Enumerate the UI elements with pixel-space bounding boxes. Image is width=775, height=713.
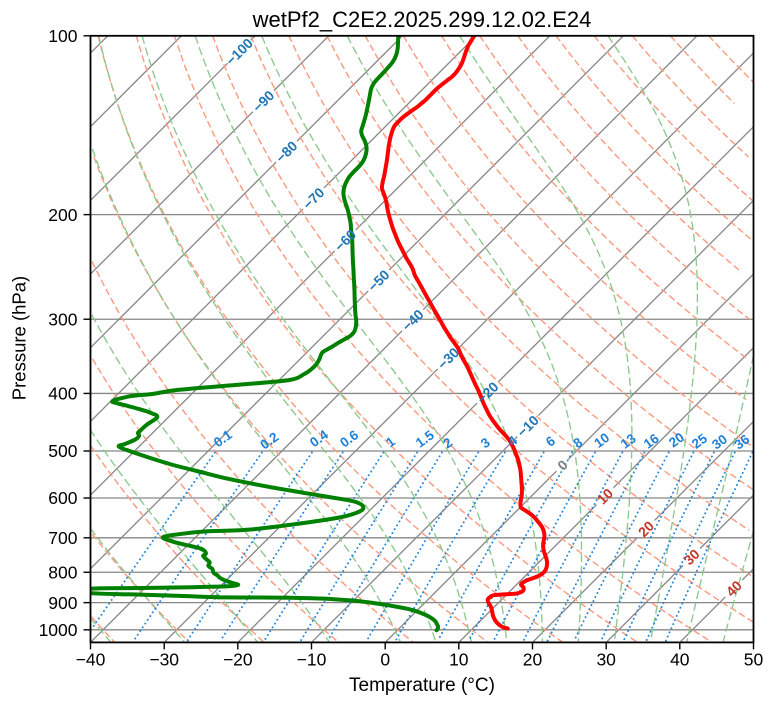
svg-text:wetPf2_C2E2.2025.299.12.02.E24: wetPf2_C2E2.2025.299.12.02.E24 xyxy=(252,7,592,32)
svg-text:200: 200 xyxy=(48,205,77,225)
svg-text:600: 600 xyxy=(48,488,77,508)
svg-text:−10: −10 xyxy=(297,650,327,670)
svg-text:800: 800 xyxy=(48,562,77,582)
svg-text:0: 0 xyxy=(380,650,390,670)
svg-text:50: 50 xyxy=(744,650,764,670)
svg-text:400: 400 xyxy=(48,384,77,404)
svg-text:40: 40 xyxy=(670,650,690,670)
svg-text:10: 10 xyxy=(449,650,469,670)
svg-text:Temperature (°C): Temperature (°C) xyxy=(349,675,495,696)
svg-text:100: 100 xyxy=(48,26,77,46)
svg-text:300: 300 xyxy=(48,309,77,329)
svg-text:30: 30 xyxy=(596,650,616,670)
svg-text:900: 900 xyxy=(48,593,77,613)
svg-text:−40: −40 xyxy=(76,650,106,670)
svg-text:1000: 1000 xyxy=(39,620,78,640)
svg-text:20: 20 xyxy=(666,430,687,451)
svg-text:Pressure (hPa): Pressure (hPa) xyxy=(9,276,30,400)
svg-text:500: 500 xyxy=(48,441,77,461)
svg-text:−20: −20 xyxy=(223,650,253,670)
svg-text:−30: −30 xyxy=(149,650,179,670)
svg-text:700: 700 xyxy=(48,528,77,548)
svg-text:20: 20 xyxy=(523,650,543,670)
svg-text:10: 10 xyxy=(591,430,612,451)
svg-text:30: 30 xyxy=(709,432,730,453)
